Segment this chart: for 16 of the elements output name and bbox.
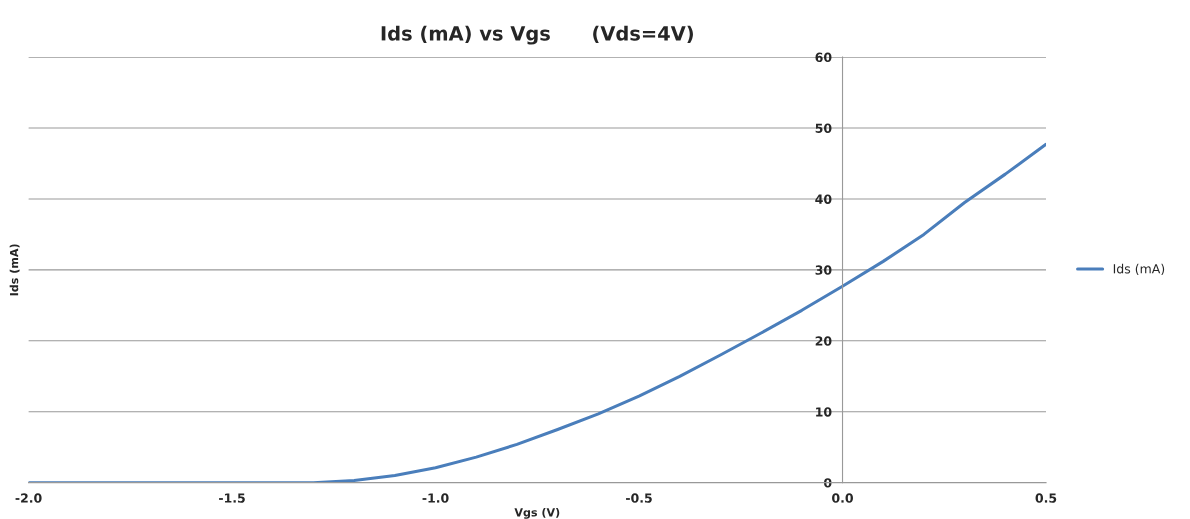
chart-title: Ids (mA) vs Vgs (Vds=4V) <box>381 25 693 45</box>
y-tick-label: 20 <box>815 336 832 346</box>
y-tick-label: 10 <box>816 407 832 417</box>
y-tick-label: 50 <box>815 123 832 133</box>
x-tick-label: -1.5 <box>219 493 245 503</box>
y-axis-title: Ids (mA) <box>9 244 20 296</box>
x-tick-label: 0.0 <box>832 493 853 503</box>
x-tick-label: -2.0 <box>15 493 42 503</box>
y-tick-label: 40 <box>815 194 832 204</box>
legend-label: Ids (mA) <box>1113 263 1165 275</box>
x-tick-label: -0.5 <box>626 493 652 503</box>
x-tick-label: -1.0 <box>422 493 449 503</box>
x-tick-label: 0.5 <box>1035 493 1057 503</box>
y-tick-label: 60 <box>815 52 832 63</box>
y-tick-label: 30 <box>815 265 832 275</box>
x-axis-title: Vgs (V) <box>514 507 560 519</box>
